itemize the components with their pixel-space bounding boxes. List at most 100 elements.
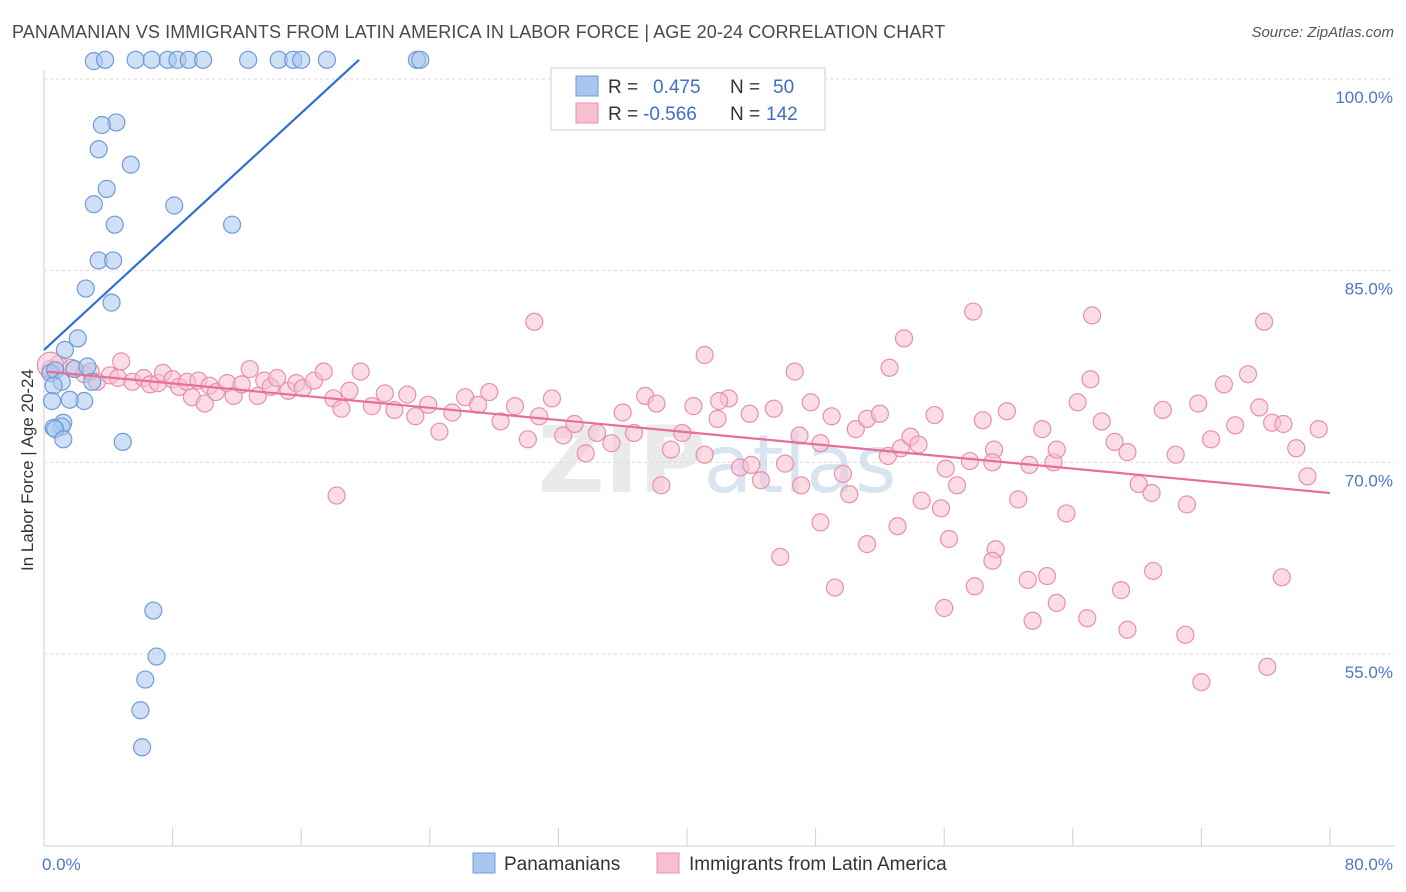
legend-n-value-pink: 142 [766,104,798,125]
immigrant-point [505,397,525,416]
immigrant-point [947,476,967,495]
panamanian-point [84,195,103,214]
immigrant-point [1214,375,1234,394]
immigrant-point [792,476,811,495]
immigrant-point [443,403,462,422]
panamanian-point [132,738,152,757]
trend-line-immigrants [47,370,1331,495]
watermark-zip: ZIP [538,407,706,514]
panamanian-point [76,279,95,298]
legend-n-value-blue: 50 [773,77,794,98]
panamanian-point [142,50,161,69]
y-tick-label: 85.0% [1345,280,1393,299]
immigrant-point [771,547,790,566]
trend-line-panamanians [43,59,360,351]
immigrant-point [613,403,632,422]
panamanian-point [121,155,140,174]
immigrant-point [973,411,992,430]
immigrant-point [833,464,853,483]
immigrant-point [1057,504,1076,523]
immigrant-point [964,302,983,321]
axes [43,70,1395,847]
panamanian-point [42,391,62,411]
y-tick-label: 70.0% [1345,471,1393,490]
panamanian-point [131,701,150,720]
y-tick-label: 100.0% [1335,88,1393,107]
immigrant-point [419,395,438,414]
x-tick-label: 0.0% [42,855,81,874]
immigrant-point [327,486,346,505]
immigrant-point [1226,416,1245,435]
legend-r-value-pink: -0.566 [643,104,697,125]
immigrant-point [751,471,771,490]
panamanian-point [54,430,73,449]
immigrant-point [775,454,795,473]
immigrant-point [1033,420,1052,439]
immigrant-point [936,459,955,478]
immigrant-point [1176,625,1195,644]
immigrant-point [587,423,607,443]
panamanian-point [89,140,108,159]
panamanian-point [97,179,116,198]
immigrant-point [576,444,595,463]
immigrant-point [740,404,759,423]
immigrant-point [710,391,729,411]
immigrant-point [894,329,914,348]
immigrant-point [1092,412,1111,431]
immigrant-point [1250,398,1269,417]
immigrant-point [1274,414,1293,434]
immigrant-point [565,414,584,434]
immigrant-point [931,499,951,518]
immigrant-point [351,362,370,381]
immigrant-point [1082,306,1102,325]
stats-legend-swatch-pink [575,102,599,124]
immigrant-point [267,368,287,388]
panamanian-point [317,50,337,69]
immigrant-point [1105,432,1124,451]
immigrant-point [340,381,359,400]
immigrant-point [888,517,907,536]
panamanian-point [144,601,163,620]
immigrant-point [624,423,644,443]
tick-labels: 100.0% 85.0% 70.0% 55.0% 0.0% 80.0% [42,88,1393,874]
panamanian-point [411,50,430,69]
immigrant-point [1258,657,1277,676]
immigrant-point [708,409,727,428]
immigrant-point [997,402,1016,421]
panamanian-point [55,340,74,359]
immigrant-point [1081,370,1100,389]
immigrant-point [870,404,890,423]
immigrant-point [542,389,562,408]
immigrant-point [1287,439,1306,458]
immigrant-point [1201,430,1221,449]
immigrant-point [846,420,865,439]
immigrant-point [647,394,666,413]
panamanian-point [102,293,121,312]
immigrant-point [406,407,425,426]
immigrant-point [1142,483,1161,503]
immigrant-point [1153,400,1172,420]
panamanian-point [104,251,123,270]
immigrant-point [1254,312,1274,331]
immigrant-point [1047,440,1066,459]
x-tick-label: 80.0% [1345,855,1393,874]
immigrant-point [935,598,954,618]
immigrant-point [1018,570,1037,589]
immigrant-point [554,426,573,445]
immigrant-point [1118,620,1137,639]
stats-legend-swatch-blue [575,75,599,97]
immigrant-point [112,352,131,371]
immigrant-point [742,455,761,474]
immigrant-point [362,397,382,416]
immigrant-point [195,394,214,413]
legend-n-label-pink: N = [730,104,760,125]
trend-lines [43,59,1331,495]
immigrant-point [525,312,544,331]
panamanian-point [292,50,311,69]
immigrant-point [960,451,980,471]
immigrant-point [1118,443,1137,462]
immigrant-point [652,476,671,495]
immigrant-point [518,430,537,449]
immigrant-point [811,513,830,532]
panamanian-point [92,115,111,135]
